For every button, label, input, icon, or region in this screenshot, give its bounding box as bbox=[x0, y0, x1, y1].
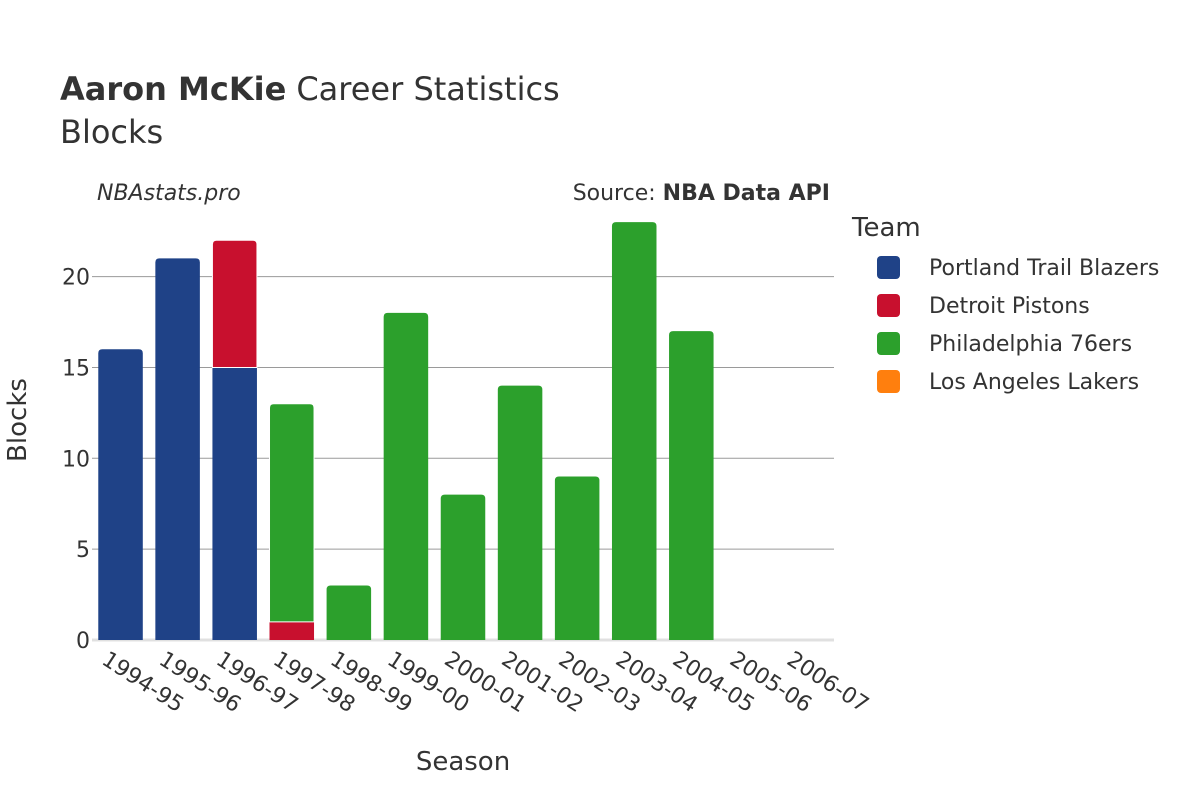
legend-label: Los Angeles Lakers bbox=[929, 370, 1139, 395]
legend-label: Portland Trail Blazers bbox=[929, 256, 1159, 281]
bar-segment bbox=[211, 239, 258, 368]
y-tick-label: 10 bbox=[62, 447, 90, 472]
x-axis-title: Season bbox=[416, 747, 510, 777]
legend: Team Portland Trail Blazers Detroit Pisto… bbox=[851, 213, 1159, 395]
bar-segment bbox=[497, 385, 543, 640]
legend-swatch bbox=[877, 332, 900, 355]
y-tick-label: 20 bbox=[62, 266, 90, 291]
source-prefix: Source: bbox=[573, 181, 663, 206]
bar-segment bbox=[383, 312, 429, 640]
y-tick-label: 5 bbox=[76, 538, 90, 563]
chart-subtitle: Blocks bbox=[60, 113, 163, 151]
legend-swatch bbox=[877, 370, 900, 393]
source-credit: Source: NBA Data API bbox=[573, 181, 830, 206]
chart-title-rest: Career Statistics bbox=[296, 70, 559, 108]
credit-left: NBAstats.pro bbox=[97, 181, 241, 206]
chart-title-bold: Aaron McKie bbox=[60, 70, 286, 108]
bar-segment bbox=[269, 621, 315, 640]
bar-segment bbox=[611, 222, 657, 640]
bar-segment bbox=[440, 494, 486, 640]
bar-segment bbox=[669, 331, 714, 640]
legend-swatch bbox=[877, 256, 900, 279]
bars bbox=[98, 222, 714, 640]
y-tick-label: 0 bbox=[76, 629, 90, 654]
bar-segment bbox=[212, 367, 257, 640]
chart-title: Aaron McKie Career Statistics bbox=[60, 70, 560, 108]
bar-segment bbox=[155, 258, 200, 640]
legend-title: Team bbox=[851, 213, 921, 243]
legend-label: Philadelphia 76ers bbox=[929, 332, 1132, 357]
y-tick-label: 15 bbox=[62, 356, 90, 381]
y-axis-title: Blocks bbox=[3, 378, 33, 462]
bar-segment bbox=[269, 403, 315, 623]
source-name: NBA Data API bbox=[663, 181, 830, 206]
bar-segment bbox=[98, 349, 143, 640]
bar-segment bbox=[326, 585, 372, 640]
x-axis-ticks: 1994-951995-961996-971997-981998-991999-… bbox=[97, 647, 873, 718]
legend-label: Detroit Pistons bbox=[929, 294, 1090, 319]
bar-segment bbox=[554, 476, 600, 640]
legend-swatch bbox=[877, 294, 900, 317]
y-axis-ticks: 0 5 10 15 20 bbox=[62, 266, 90, 654]
